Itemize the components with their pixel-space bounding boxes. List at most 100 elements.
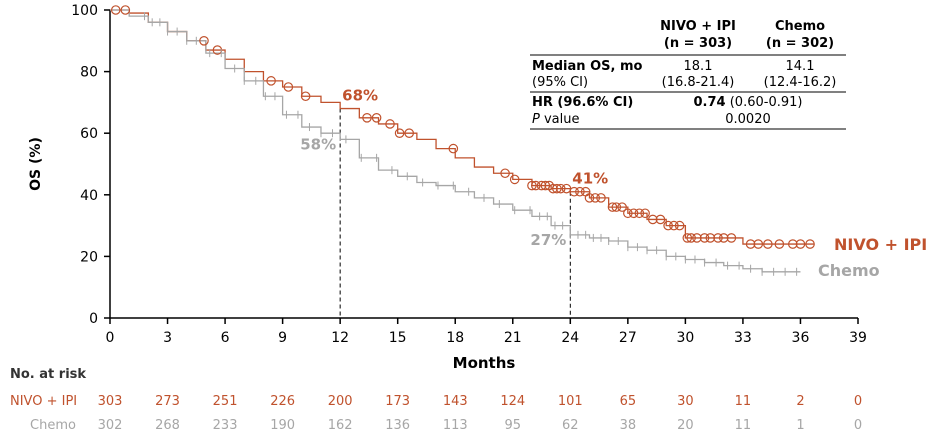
at-risk-value: 95 [504,418,521,433]
censor-mark [617,202,627,212]
at-risk-value: 20 [677,418,694,433]
censor-mark [774,239,785,249]
censor-mark [266,76,276,86]
y-ticks: 0 20 40 60 80 100 [71,3,110,327]
x-ticks: 0 3 6 9 12 15 18 21 24 27 30 33 36 39 [106,318,867,346]
y-tick-label: 40 [80,188,98,204]
x-tick-label: 39 [849,330,867,346]
censor-mark [283,82,294,92]
censor-mark [371,113,382,123]
censor-mark [300,91,311,102]
annotations: 68% 58% 41% 27% [300,87,608,249]
censor-mark [795,239,806,249]
at-risk-value: 226 [270,394,295,409]
at-risk-value: 302 [98,418,123,433]
x-tick-label: 0 [106,330,115,346]
at-risk-value: 38 [620,418,637,433]
censor-mark [699,233,710,243]
stats-hr-ci: (0.60-0.91) [730,95,803,110]
stats-median-chemo: 14.1 [786,59,815,74]
at-risk-value: 2 [796,394,804,409]
censor-mark [385,119,395,129]
censor-mark [590,193,601,203]
censor-mark [548,183,558,194]
censor-mark [787,239,798,249]
censor-mark [575,186,585,197]
stats-p-value: 0.0020 [725,112,771,127]
censor-mark [555,183,566,194]
censor-mark [569,186,579,197]
censor-mark [611,202,622,212]
censor-mark [763,239,773,249]
at-risk-title: No. at risk [10,367,86,382]
series-line [110,9,801,273]
stats-hr-value: 0.74 [694,95,726,110]
y-tick-label: 80 [80,65,98,81]
at-risk-value: 268 [155,418,180,433]
x-tick-label: 18 [446,330,464,346]
censor-mark [655,214,666,225]
y-axis-title: OS (%) [28,137,44,191]
y-tick-label: 0 [89,311,98,327]
censor-mark [745,239,756,249]
at-risk-value: 273 [155,394,180,409]
at-risk-value: 65 [620,394,637,409]
censor-mark [596,193,606,203]
x-tick-label: 12 [331,330,349,346]
censor-mark [634,208,645,219]
censor-mark [647,214,658,225]
series-label-nivo-ipi: NIVO + IPI [834,235,927,254]
censor-mark [607,202,618,212]
censor-mark [500,168,510,179]
censor-mark [199,35,209,46]
at-risk-value: 30 [677,394,694,409]
stats-median-nivo-ci: (16.8-21.4) [662,75,735,90]
censor-marks [110,5,815,276]
annotation-label: 58% [300,135,336,153]
x-tick-label: 3 [163,330,172,346]
x-tick-label: 24 [561,330,579,346]
stats-p-label-rest: value [540,112,580,127]
at-risk-value: 200 [328,394,353,409]
at-risk-value: 173 [385,394,410,409]
reference-lines [339,108,571,318]
y-tick-label: 60 [80,126,98,142]
stats-p-label-italic: P [532,112,540,127]
x-tick-label: 9 [278,330,287,346]
censor-mark [584,193,595,203]
y-tick-label: 20 [80,249,98,265]
censor-mark [692,233,702,243]
censor-mark [726,233,737,243]
censor-mark [362,113,372,123]
at-risk-value: 11 [735,394,752,409]
stats-col-chemo-n: (n = 302) [766,36,834,51]
at-risk-value: 113 [443,418,468,433]
y-tick-label: 100 [71,3,98,19]
censor-mark [663,220,673,231]
censor-mark [674,220,685,231]
at-risk-value: 0 [854,418,862,433]
stats-table: NIVO + IPI (n = 303) Chemo (n = 302) Med… [530,19,846,130]
censor-mark [753,239,764,249]
x-tick-label: 6 [221,330,230,346]
stats-median-ci-label: (95% CI) [532,75,588,90]
x-tick-label: 21 [504,330,522,346]
censor-mark [110,5,121,15]
censor-mark [713,233,723,243]
at-risk-value: 303 [98,394,123,409]
at-risk-value: 190 [270,418,295,433]
censor-mark [640,208,650,219]
annotation-label: 41% [572,170,608,188]
censor-mark [686,233,696,243]
at-risk-value: 1 [796,418,804,433]
x-tick-label: 30 [676,330,694,346]
stats-hr-label: HR (96.6% CI) [532,95,633,110]
annotation-label: 68% [342,87,378,105]
censor-mark [448,143,459,154]
x-tick-label: 36 [792,330,810,346]
at-risk-value: 162 [328,418,353,433]
censor-mark [628,208,639,219]
x-tick-label: 33 [734,330,752,346]
